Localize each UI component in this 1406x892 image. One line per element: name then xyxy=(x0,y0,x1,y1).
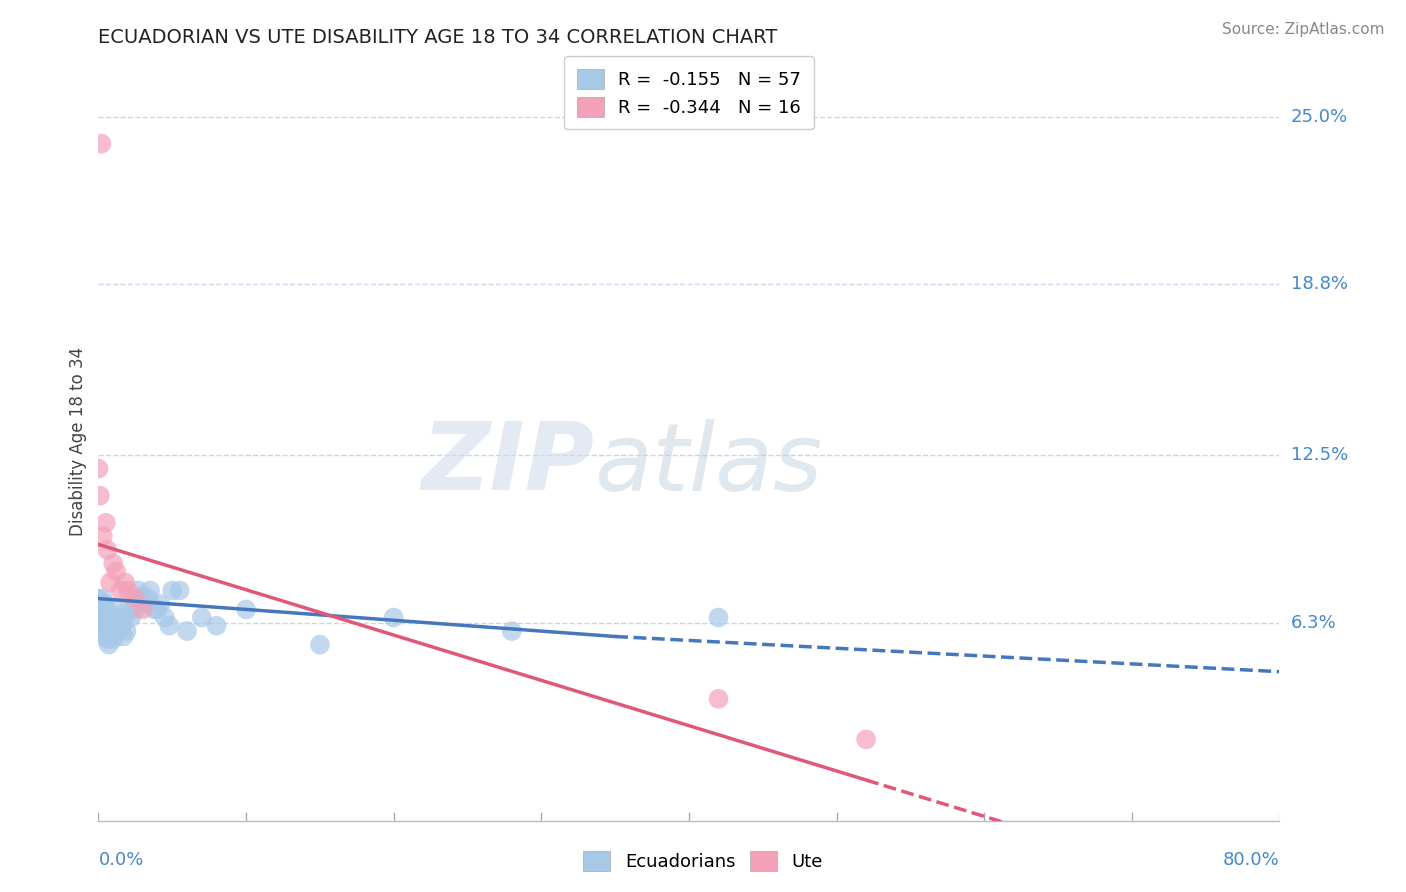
Point xyxy=(132,602,155,616)
Point xyxy=(87,461,110,475)
Point xyxy=(157,618,180,632)
Text: Source: ZipAtlas.com: Source: ZipAtlas.com xyxy=(1222,22,1385,37)
Point xyxy=(96,632,118,647)
Point xyxy=(124,591,146,606)
Point xyxy=(104,602,127,616)
Point xyxy=(103,632,125,647)
Point xyxy=(162,583,183,598)
Point xyxy=(93,615,115,630)
Point xyxy=(111,618,134,632)
Text: ZIP: ZIP xyxy=(422,418,595,510)
Point xyxy=(143,602,166,616)
Text: 18.8%: 18.8% xyxy=(1291,276,1347,293)
Point xyxy=(105,565,128,579)
Point xyxy=(89,610,111,624)
Point xyxy=(110,583,132,598)
Point xyxy=(114,575,136,590)
Text: ECUADORIAN VS UTE DISABILITY AGE 18 TO 34 CORRELATION CHART: ECUADORIAN VS UTE DISABILITY AGE 18 TO 3… xyxy=(98,28,778,47)
Point xyxy=(382,610,405,624)
Point xyxy=(501,624,523,639)
Point xyxy=(707,610,730,624)
Point xyxy=(127,583,149,598)
Point xyxy=(100,607,122,622)
Point xyxy=(169,583,191,598)
Point xyxy=(115,624,138,639)
Text: 80.0%: 80.0% xyxy=(1223,851,1279,869)
Point xyxy=(107,610,129,624)
Point xyxy=(90,136,112,151)
Point xyxy=(96,542,118,557)
Point xyxy=(103,557,125,571)
Point xyxy=(87,591,110,606)
Point xyxy=(110,610,132,624)
Point xyxy=(94,602,117,616)
Point xyxy=(96,610,118,624)
Point xyxy=(176,624,198,639)
Point xyxy=(94,624,117,639)
Point xyxy=(122,597,145,611)
Point xyxy=(105,618,128,632)
Point xyxy=(235,602,257,616)
Point xyxy=(112,630,135,644)
Point xyxy=(124,602,146,616)
Point xyxy=(205,618,228,632)
Point xyxy=(120,610,142,624)
Point xyxy=(139,583,162,598)
Point xyxy=(114,610,136,624)
Text: 6.3%: 6.3% xyxy=(1291,614,1336,632)
Point xyxy=(89,489,111,503)
Point xyxy=(153,610,176,624)
Point xyxy=(93,597,115,611)
Point xyxy=(87,602,110,616)
Point xyxy=(94,516,117,530)
Point xyxy=(98,618,121,632)
Text: 0.0%: 0.0% xyxy=(98,851,143,869)
Point xyxy=(97,615,120,630)
Point xyxy=(855,732,877,747)
Point xyxy=(91,529,114,543)
Legend: Ecuadorians, Ute: Ecuadorians, Ute xyxy=(576,844,830,879)
Point xyxy=(91,610,114,624)
Point xyxy=(97,638,120,652)
Text: atlas: atlas xyxy=(595,418,823,510)
Y-axis label: Disability Age 18 to 34: Disability Age 18 to 34 xyxy=(69,347,87,536)
Point xyxy=(117,602,139,616)
Point xyxy=(132,589,155,603)
Point xyxy=(90,602,112,616)
Point xyxy=(108,624,131,639)
Point xyxy=(138,591,160,606)
Point xyxy=(191,610,214,624)
Point xyxy=(100,624,122,639)
Point xyxy=(128,591,150,606)
Point xyxy=(707,691,730,706)
Point xyxy=(98,630,121,644)
Point xyxy=(117,583,139,598)
Point xyxy=(103,613,125,627)
Legend: R =  -0.155   N = 57, R =  -0.344   N = 16: R = -0.155 N = 57, R = -0.344 N = 16 xyxy=(564,56,814,129)
Point xyxy=(135,597,157,611)
Text: 12.5%: 12.5% xyxy=(1291,446,1348,464)
Point xyxy=(91,591,114,606)
Point xyxy=(149,597,172,611)
Point xyxy=(91,630,114,644)
Point xyxy=(90,624,112,639)
Text: 25.0%: 25.0% xyxy=(1291,108,1348,126)
Point xyxy=(98,575,121,590)
Point xyxy=(89,597,111,611)
Point xyxy=(146,602,169,616)
Point xyxy=(309,638,332,652)
